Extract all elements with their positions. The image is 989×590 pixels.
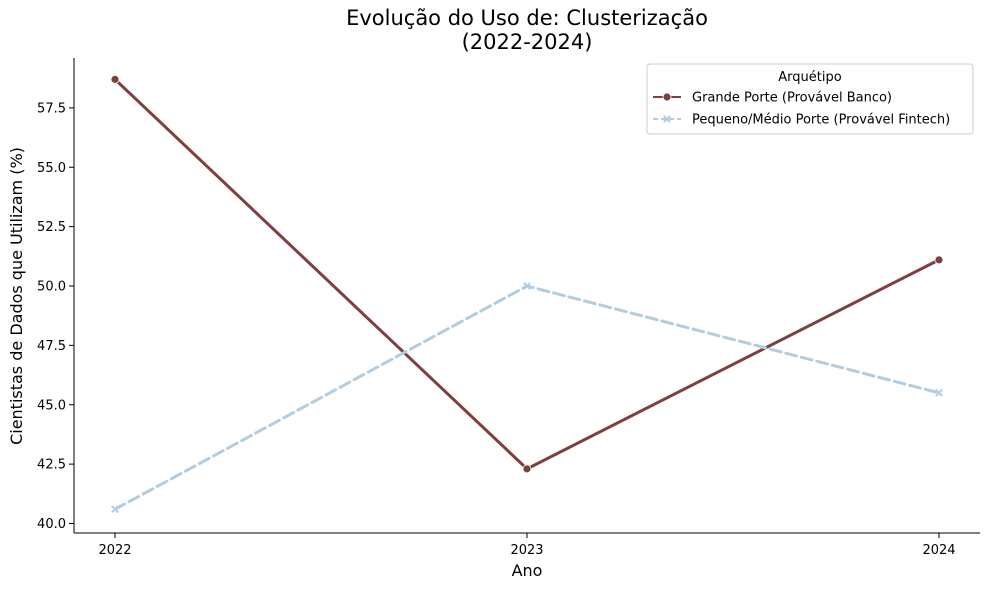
chart-title-line-2: (2022-2024) bbox=[462, 30, 593, 54]
x-tick-label: 2024 bbox=[922, 543, 955, 558]
data-point-0-1 bbox=[522, 464, 532, 474]
legend-label-1: Pequeno/Médio Porte (Provável Fintech) bbox=[692, 113, 950, 128]
legend-entries: Grande Porte (Provável Banco) Pequeno/Méd… bbox=[653, 91, 950, 128]
x-axis-ticks: 2022 2023 2024 bbox=[98, 533, 956, 558]
y-tick-label: 42.5 bbox=[37, 458, 66, 473]
y-tick-label: 55.0 bbox=[37, 161, 66, 176]
series-line-0 bbox=[113, 77, 941, 471]
legend-marker-0 bbox=[662, 92, 672, 102]
y-tick-label: 52.5 bbox=[37, 220, 66, 235]
data-point-0-0 bbox=[110, 74, 120, 84]
legend-marker-1 bbox=[663, 115, 671, 123]
legend-title: Arquétipo bbox=[778, 70, 841, 85]
y-tick-label: 47.5 bbox=[37, 339, 66, 354]
x-tick-label: 2023 bbox=[510, 543, 543, 558]
y-tick-label: 40.0 bbox=[37, 517, 66, 532]
legend-box bbox=[646, 63, 974, 135]
series-layer bbox=[110, 74, 944, 514]
series-line-1 bbox=[113, 284, 941, 511]
data-point-1-1 bbox=[523, 282, 531, 290]
y-tick-label: 57.5 bbox=[37, 101, 66, 116]
data-point-0-2 bbox=[934, 255, 944, 265]
legend: Arquétipo Grande Porte (Provável Banco) P… bbox=[646, 63, 974, 135]
y-axis-ticks: 40.0 42.5 45.0 47.5 50.0 52.5 55.0 57.5 bbox=[37, 101, 74, 532]
legend-label-0: Grande Porte (Provável Banco) bbox=[692, 91, 892, 106]
data-point-1-2 bbox=[935, 388, 943, 397]
y-tick-label: 45.0 bbox=[37, 398, 66, 413]
x-axis-label: Ano bbox=[512, 561, 543, 580]
chart-title-line-1: Evolução do Uso de: Clusterização bbox=[346, 6, 708, 30]
y-tick-label: 50.0 bbox=[37, 280, 66, 295]
data-point-1-0 bbox=[111, 505, 119, 514]
x-tick-label: 2022 bbox=[98, 543, 131, 558]
y-axis-label: Cientistas de Dados que Utilizam (%) bbox=[7, 147, 26, 445]
